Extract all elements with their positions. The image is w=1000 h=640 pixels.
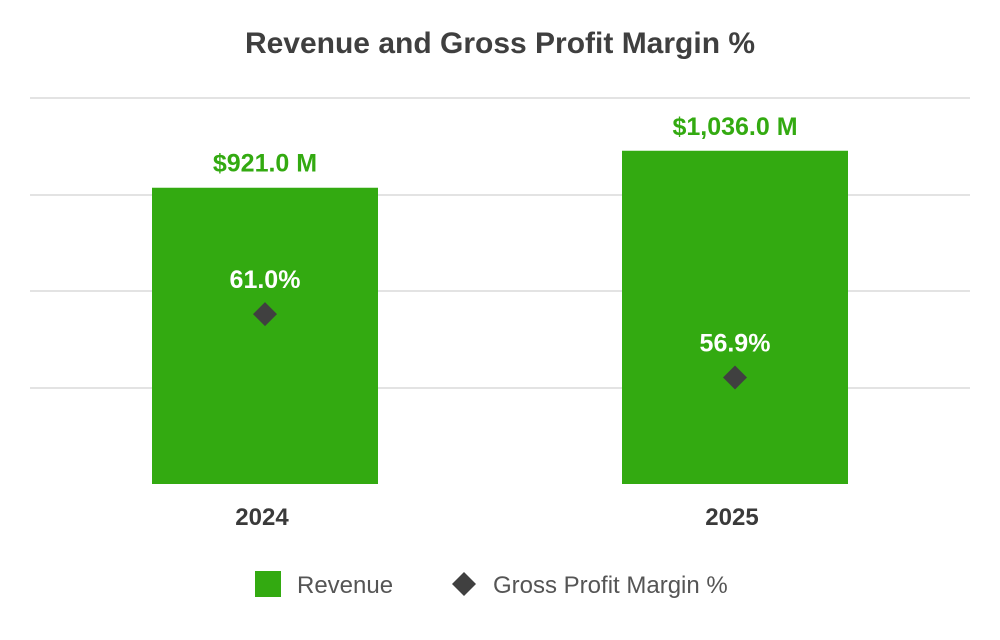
margin-labels: 61.0% 56.9% xyxy=(230,266,771,357)
margin-markers xyxy=(253,302,747,390)
legend: Revenue Gross Profit Margin % xyxy=(255,571,728,599)
margin-data-label: 56.9% xyxy=(700,329,771,357)
margin-diamond-marker xyxy=(723,365,747,390)
legend-margin-label: Gross Profit Margin % xyxy=(493,572,728,599)
revenue-data-label: $921.0 M xyxy=(213,150,317,178)
legend-revenue-swatch xyxy=(255,571,281,597)
margin-diamond-marker xyxy=(253,302,277,327)
margin-data-label: 61.0% xyxy=(230,266,301,294)
category-labels: 2024 2025 xyxy=(235,504,758,531)
category-label: 2025 xyxy=(705,504,758,531)
category-label: 2024 xyxy=(235,504,289,531)
bars xyxy=(152,150,848,484)
legend-margin-diamond-icon xyxy=(452,572,476,596)
bar-labels: $921.0 M $1,036.0 M xyxy=(213,113,798,178)
revenue-data-label: $1,036.0 M xyxy=(672,113,797,141)
revenue-bar xyxy=(152,187,378,484)
legend-revenue-label: Revenue xyxy=(297,572,393,599)
revenue-bar xyxy=(622,150,848,484)
chart-title: Revenue and Gross Profit Margin % xyxy=(245,27,755,60)
